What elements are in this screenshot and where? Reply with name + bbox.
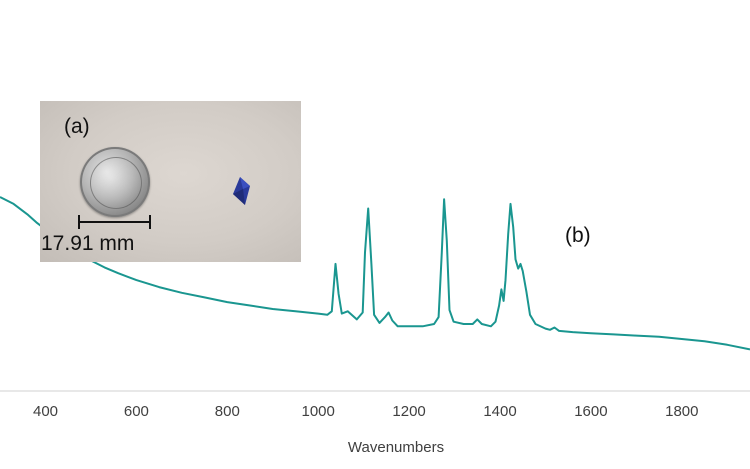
x-tick-label: 800	[215, 403, 240, 420]
inset-photo: (a) 17.91 mm	[40, 101, 301, 262]
x-axis-label: Wavenumbers	[348, 439, 444, 456]
x-tick-label: 1200	[392, 403, 425, 420]
x-tick-label: 400	[33, 403, 58, 420]
spectrum-series-line	[0, 196, 750, 351]
panel-label-b: (b)	[565, 224, 591, 247]
dime-coin	[80, 147, 150, 217]
scale-bar	[78, 215, 151, 229]
x-tick-label: 600	[124, 403, 149, 420]
x-tick-label: 1800	[665, 403, 698, 420]
x-tick-label: 1000	[302, 403, 335, 420]
blue-crystal-sample	[233, 177, 250, 205]
scale-bar-label: 17.91 mm	[41, 232, 135, 255]
x-tick-label: 1600	[574, 403, 607, 420]
coin-face	[90, 157, 142, 209]
x-tick-label: 1400	[483, 403, 516, 420]
x-tick-labels: 400 600 800 1000 1200 1400 1600 1800	[33, 403, 699, 420]
panel-label-a: (a)	[64, 115, 90, 138]
